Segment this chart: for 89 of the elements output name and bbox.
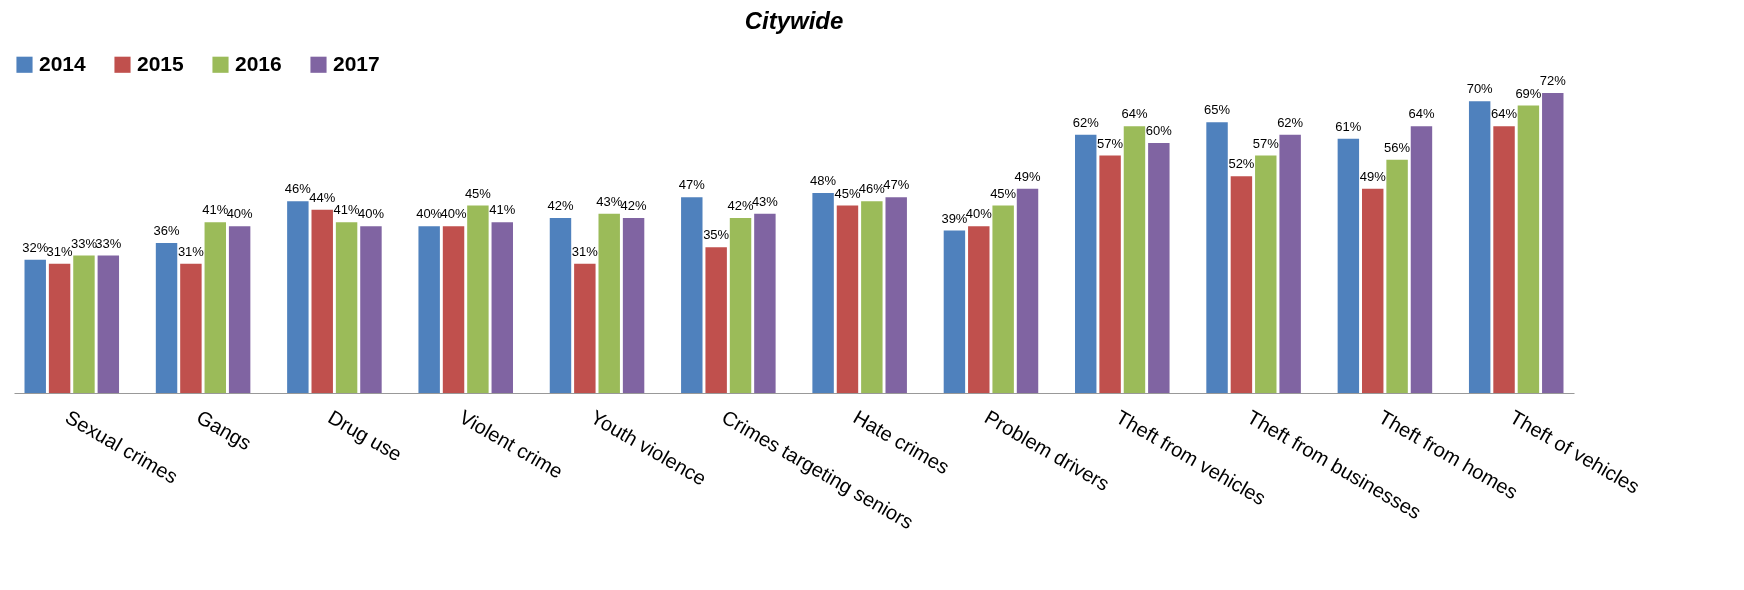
bar <box>1468 101 1491 393</box>
bar <box>1016 188 1039 393</box>
data-label: 70% <box>1466 81 1494 97</box>
bar <box>1337 138 1360 393</box>
data-label: 40% <box>440 206 467 222</box>
data-label: 60% <box>1145 123 1173 138</box>
bar <box>48 263 71 393</box>
data-label: 40% <box>416 206 443 222</box>
data-label: 57% <box>1252 135 1280 151</box>
legend-label: 2016 <box>235 51 282 75</box>
data-label: 36% <box>153 223 180 238</box>
data-label: 33% <box>70 235 98 251</box>
bar <box>360 226 382 393</box>
bar <box>1279 134 1301 393</box>
data-label: 56% <box>1384 139 1411 155</box>
bar <box>204 222 226 393</box>
data-label: 69% <box>1515 85 1542 101</box>
bar <box>1517 105 1540 393</box>
bar <box>1123 126 1146 393</box>
bar <box>418 226 440 393</box>
bar <box>885 197 907 393</box>
data-label: 33% <box>95 235 122 251</box>
bar <box>812 193 834 393</box>
bar <box>1386 159 1408 393</box>
data-label: 45% <box>834 185 861 201</box>
bar <box>861 201 883 393</box>
bar <box>97 255 120 393</box>
data-label: 52% <box>1228 156 1255 172</box>
data-label: 42% <box>547 198 574 213</box>
bar <box>155 243 178 393</box>
bar <box>992 205 1014 393</box>
bar <box>180 263 202 393</box>
data-label: 35% <box>703 227 730 243</box>
data-label: 57% <box>1097 135 1124 151</box>
bar <box>681 197 703 393</box>
bar <box>1148 143 1170 393</box>
bar <box>311 209 333 393</box>
bar <box>1099 155 1121 393</box>
data-label: 62% <box>1277 114 1304 130</box>
data-label: 47% <box>678 177 706 193</box>
bar <box>574 263 596 393</box>
data-label: 64% <box>1408 106 1435 122</box>
data-label: 65% <box>1204 102 1231 118</box>
legend-label: 2014 <box>39 51 87 75</box>
bar <box>1255 155 1277 393</box>
data-label: 42% <box>727 198 754 213</box>
bar <box>836 205 859 393</box>
bar <box>442 226 465 393</box>
bar <box>705 247 727 393</box>
bar <box>622 218 645 393</box>
data-label: 64% <box>1491 106 1518 122</box>
bar <box>1230 176 1253 393</box>
data-label: 31% <box>177 243 205 259</box>
data-label: 49% <box>1014 168 1041 184</box>
data-label: 41% <box>489 202 516 218</box>
data-label: 62% <box>1072 114 1100 130</box>
chart-title: Citywide <box>744 7 844 34</box>
bar <box>729 218 752 393</box>
bar <box>754 213 776 393</box>
bar <box>228 226 251 393</box>
bar <box>943 230 966 393</box>
data-label: 64% <box>1121 106 1148 122</box>
data-label: 46% <box>284 181 312 197</box>
bar <box>1362 188 1384 393</box>
bar <box>549 218 572 393</box>
data-label: 45% <box>990 185 1017 201</box>
legend-label: 2017 <box>333 51 380 75</box>
legend-label: 2015 <box>137 51 185 75</box>
bar <box>24 259 46 393</box>
bar <box>1542 93 1564 393</box>
bar <box>1493 126 1515 393</box>
bar <box>1410 126 1433 393</box>
bar <box>73 255 95 393</box>
data-label: 61% <box>1335 118 1362 134</box>
bar <box>335 222 358 393</box>
data-label: 31% <box>571 243 599 259</box>
data-label: 72% <box>1539 73 1567 88</box>
data-label: 45% <box>464 185 492 201</box>
bar <box>968 226 990 393</box>
bar <box>598 213 620 393</box>
bar <box>491 222 513 393</box>
data-label: 48% <box>810 173 837 188</box>
data-label: 40% <box>226 206 254 222</box>
bar <box>287 201 309 393</box>
bar <box>1206 122 1228 393</box>
data-label: 49% <box>1359 168 1387 184</box>
bar <box>467 205 489 393</box>
data-label: 39% <box>941 210 968 226</box>
bar <box>1075 134 1097 393</box>
